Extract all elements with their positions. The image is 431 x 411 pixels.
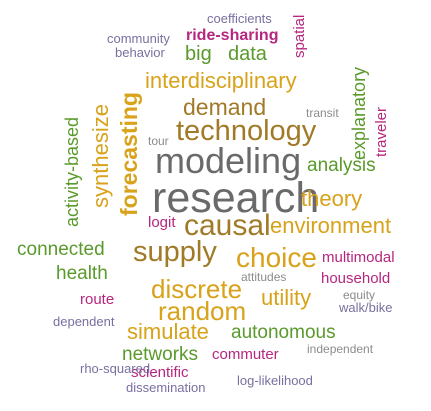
- word-autonomous: autonomous: [231, 322, 336, 343]
- word-log-likelihood: log-likelihood: [237, 373, 313, 388]
- word-research: research: [152, 174, 320, 222]
- word-dissemination: dissemination: [126, 380, 206, 395]
- word-attitudes: attitudes: [241, 270, 287, 284]
- word-route: route: [80, 291, 115, 308]
- word-causal: causal: [184, 209, 271, 242]
- word-traveler: traveler: [373, 106, 390, 157]
- word-coefficients: coefficients: [207, 11, 272, 26]
- word-interdisciplinary: interdisciplinary: [145, 68, 297, 93]
- word-technology: technology: [176, 115, 317, 147]
- word-rho-squared: rho-squared: [80, 361, 151, 376]
- word-equity: equity: [343, 288, 376, 302]
- word-community: community: [107, 31, 170, 46]
- word-random: random: [158, 296, 247, 326]
- word-commuter: commuter: [212, 346, 279, 363]
- word-walk-bike: walk/bike: [339, 300, 393, 315]
- word-theory: theory: [301, 186, 363, 211]
- word-data: data: [228, 43, 267, 65]
- word-utility: utility: [261, 285, 312, 310]
- word-scientific: scientific: [131, 364, 189, 381]
- word-synthesize: synthesize: [88, 104, 113, 208]
- word-ride-sharing: ride-sharing: [186, 27, 279, 44]
- word-health: health: [56, 263, 108, 284]
- word-modeling: modeling: [155, 140, 302, 181]
- word-behavior: behavior: [115, 45, 165, 60]
- word-multimodal: multimodal: [322, 249, 395, 266]
- word-explanatory: explanatory: [349, 66, 369, 160]
- word-dependent: dependent: [53, 314, 115, 329]
- word-household: household: [321, 270, 391, 287]
- word-discrete: discrete: [151, 274, 243, 304]
- word-big: big: [185, 43, 212, 65]
- word-networks: networks: [122, 344, 199, 365]
- word-transit: transit: [306, 106, 339, 120]
- word-forecasting: forecasting: [116, 92, 142, 216]
- word-choice: choice: [236, 242, 317, 273]
- word-demand: demand: [183, 94, 267, 120]
- word-analysis: analysis: [307, 155, 376, 176]
- word-logit: logit: [148, 214, 176, 231]
- word-supply: supply: [133, 236, 217, 268]
- word-independent: independent: [307, 342, 374, 356]
- word-tour: tour: [148, 134, 169, 148]
- word-spatial: spatial: [291, 14, 308, 58]
- word-simulate: simulate: [127, 319, 209, 344]
- word-activity-based: activity-based: [62, 116, 82, 227]
- word-connected: connected: [17, 239, 105, 260]
- word-environment: environment: [270, 213, 392, 238]
